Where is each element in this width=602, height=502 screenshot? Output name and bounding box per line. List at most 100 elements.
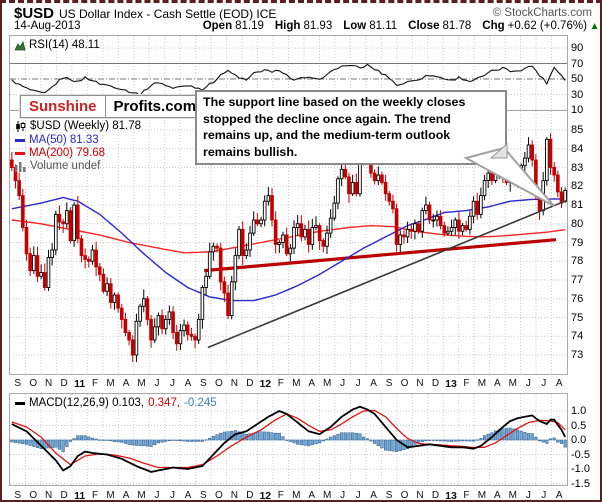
- price-axis-label: 73: [571, 349, 584, 361]
- month-label: J: [154, 490, 160, 501]
- quote-row: 14-Aug-2013 Open 81.19 High 81.93 Low 81.11 Cl…: [14, 20, 600, 34]
- month-label: M: [477, 378, 487, 389]
- chart-date: 14-Aug-2013: [14, 20, 81, 32]
- macd-axis-label: -0.5: [571, 448, 590, 461]
- trendline: [207, 199, 567, 349]
- macd-histogram: [10, 427, 567, 452]
- price-axis-label: 78: [571, 255, 584, 268]
- month-label: S: [385, 490, 393, 501]
- month-label: F: [277, 490, 284, 501]
- month-label: M: [292, 490, 301, 501]
- quote-value: 81.78: [442, 20, 472, 32]
- month-label: M: [323, 378, 332, 389]
- macd-legend-hist: -0.245: [184, 397, 217, 409]
- rsi-axis-label: 70: [571, 57, 584, 70]
- macd-axis-label: 0.5: [571, 419, 587, 432]
- macd-dash-icon: [15, 401, 25, 405]
- volume-legend: Volume undef: [15, 160, 100, 172]
- macd-panel: [9, 393, 568, 486]
- month-label: O: [29, 378, 38, 389]
- macd-line: [11, 405, 566, 473]
- logo-left-text: Sunshine: [21, 96, 106, 117]
- month-label: M: [106, 490, 115, 501]
- month-label: D: [246, 378, 254, 389]
- x-axis-months-upper: S O N D 11 F M A M J J A S O N D 12 F M A M J J A S O N D 13 F M A M J J A: [10, 376, 567, 393]
- month-label: M: [477, 490, 487, 501]
- month-label: J: [541, 490, 547, 501]
- month-label: S: [200, 490, 207, 501]
- month-label: F: [463, 490, 470, 501]
- month-label: M: [508, 378, 518, 389]
- month-label: O: [400, 378, 409, 389]
- month-label: F: [463, 378, 470, 389]
- chart-title: US Dollar Index - Cash Settle (EOD) ICE: [59, 7, 277, 21]
- month-label: D: [431, 490, 440, 501]
- ma200-legend: MA(200) 79.68: [15, 147, 105, 159]
- price-axis-label: 77: [571, 274, 584, 286]
- price-axis-label: 85: [571, 124, 584, 136]
- month-label: M: [106, 378, 115, 389]
- series-legend: $USD (Weekly) 81.78: [15, 120, 141, 132]
- rsi-label: RSI(14) 48.11: [29, 39, 100, 51]
- month-label: A: [370, 490, 377, 501]
- month-label: M: [137, 378, 146, 389]
- month-label: A: [308, 378, 316, 389]
- month-label: O: [214, 378, 223, 389]
- month-label: F: [92, 490, 99, 501]
- month-label: S: [14, 378, 22, 389]
- month-label: S: [385, 378, 393, 389]
- ma50-dash-icon: [15, 138, 25, 142]
- macd-legend-signal: 0.347,: [148, 397, 181, 409]
- ma200-legend-label: MA(200) 79.68: [29, 147, 106, 159]
- month-label: N: [45, 490, 53, 501]
- rsi-line: [11, 63, 566, 97]
- price-axis-label: 81: [571, 199, 584, 211]
- rsi-axis-label: 50: [571, 73, 584, 85]
- ohlc-values: Open 81.19 High 81.93 Low 81.11 Close 81.78 Chg +…: [192, 20, 600, 32]
- rsi-axis-label: 10: [571, 104, 584, 116]
- annotation-box: The support line based on the weekly clo…: [195, 90, 507, 165]
- month-label: A: [555, 378, 563, 389]
- volume-legend-label: Volume undef: [30, 160, 101, 172]
- month-label: O: [214, 490, 223, 501]
- month-label: J: [541, 378, 547, 389]
- month-label: A: [370, 378, 377, 389]
- macd-legend-main: MACD(12,26,9) 0.103,: [29, 397, 145, 409]
- symbol-label: $USD: [14, 5, 55, 22]
- quote-label: Chg: [482, 20, 505, 32]
- month-label: J: [340, 378, 346, 389]
- logo-right-text: Profits.com: [113, 98, 197, 115]
- month-label: 13: [445, 378, 457, 390]
- month-label: O: [400, 490, 409, 501]
- price-axis-label: 74: [571, 330, 584, 343]
- change-up-arrow-icon: ▲: [586, 21, 600, 32]
- month-label: M: [137, 490, 146, 501]
- month-label: D: [431, 378, 440, 389]
- month-label: O: [29, 490, 38, 501]
- rsi-area-icon: [15, 40, 26, 50]
- macd-axis-label: 0.0: [571, 434, 587, 446]
- month-label: 12: [259, 490, 272, 502]
- price-axis-label: 83: [571, 161, 584, 174]
- month-label: F: [277, 378, 284, 389]
- month-label: A: [184, 490, 192, 501]
- quote-label: Low: [343, 20, 367, 32]
- quote-label: Close: [408, 20, 440, 32]
- month-label: A: [494, 378, 501, 389]
- series-legend-label: $USD (Weekly) 81.78: [30, 120, 141, 132]
- month-label: J: [169, 490, 175, 501]
- candlestick-icon: [16, 120, 26, 132]
- price-axis-label: 76: [571, 292, 584, 305]
- month-label: S: [14, 490, 22, 501]
- macd-legend: MACD(12,26,9) 0.103, 0.347, -0.245: [15, 397, 217, 409]
- month-label: J: [355, 378, 361, 389]
- quote-value: +0.62 (+0.76%): [507, 20, 587, 32]
- month-label: F: [92, 378, 99, 389]
- month-label: M: [508, 490, 518, 501]
- price-axis-label: 80: [571, 217, 584, 230]
- rsi-legend: RSI(14) 48.11: [15, 39, 100, 51]
- month-label: N: [230, 378, 238, 389]
- support-line: [204, 238, 557, 273]
- rsi-axis-label: 30: [571, 88, 584, 101]
